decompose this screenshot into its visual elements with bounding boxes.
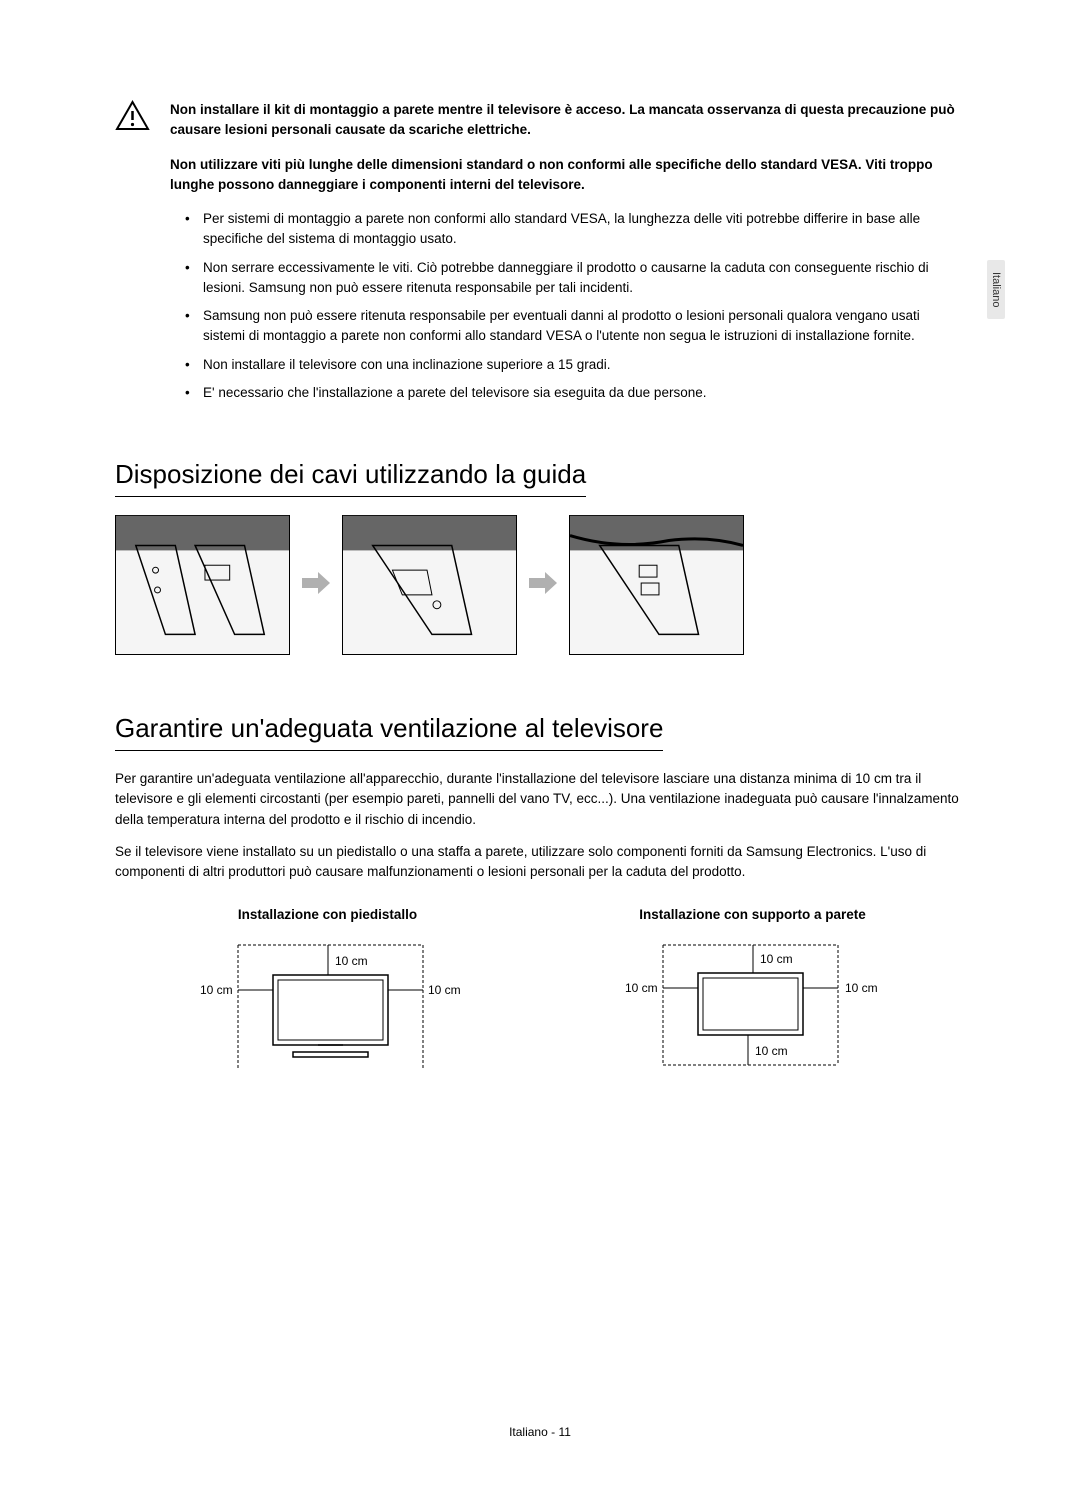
language-tab: Italiano	[987, 260, 1005, 319]
install-diagrams: Installazione con piedistallo 10 cm 10 c…	[115, 907, 965, 1075]
svg-text:10 cm: 10 cm	[335, 954, 368, 968]
stand-install-title: Installazione con piedistallo	[153, 907, 503, 922]
warning-text-2: Non utilizzare viti più lunghe delle dim…	[170, 155, 965, 196]
svg-text:10 cm: 10 cm	[760, 952, 793, 966]
wall-diagram: 10 cm 10 cm 10 cm 10 cm	[613, 940, 893, 1075]
svg-text:10 cm: 10 cm	[200, 983, 233, 997]
stand-install-column: Installazione con piedistallo 10 cm 10 c…	[153, 907, 503, 1075]
warning-block: Non installare il kit di montaggio a par…	[115, 100, 965, 411]
section-heading-ventilation: Garantire un'adeguata ventilazione al te…	[115, 713, 663, 751]
list-item: Samsung non può essere ritenuta responsa…	[185, 306, 965, 347]
arrow-right-icon	[529, 572, 557, 599]
wall-install-title: Installazione con supporto a parete	[578, 907, 928, 922]
svg-text:10 cm: 10 cm	[845, 981, 878, 995]
list-item: Non serrare eccessivamente le viti. Ciò …	[185, 258, 965, 299]
svg-text:10 cm: 10 cm	[755, 1044, 788, 1058]
list-item: E' necessario che l'installazione a pare…	[185, 383, 965, 403]
list-item: Non installare il televisore con una inc…	[185, 355, 965, 375]
warning-text-1: Non installare il kit di montaggio a par…	[170, 100, 965, 141]
ventilation-para-1: Per garantire un'adeguata ventilazione a…	[115, 769, 965, 830]
cable-image-3	[569, 515, 744, 655]
warning-icon	[115, 100, 150, 132]
arrow-right-icon	[302, 572, 330, 599]
section-heading-cables: Disposizione dei cavi utilizzando la gui…	[115, 459, 586, 497]
list-item: Per sistemi di montaggio a parete non co…	[185, 209, 965, 250]
stand-diagram: 10 cm 10 cm 10 cm	[188, 940, 468, 1075]
page-footer: Italiano - 11	[0, 1425, 1080, 1439]
cable-image-1	[115, 515, 290, 655]
warning-bullets: Per sistemi di montaggio a parete non co…	[170, 209, 965, 403]
warning-content: Non installare il kit di montaggio a par…	[170, 100, 965, 411]
ventilation-para-2: Se il televisore viene installato su un …	[115, 842, 965, 883]
svg-text:10 cm: 10 cm	[428, 983, 461, 997]
cable-images-row	[115, 515, 965, 655]
wall-install-column: Installazione con supporto a parete 10 c…	[578, 907, 928, 1075]
cable-image-2	[342, 515, 517, 655]
svg-text:10 cm: 10 cm	[625, 981, 658, 995]
